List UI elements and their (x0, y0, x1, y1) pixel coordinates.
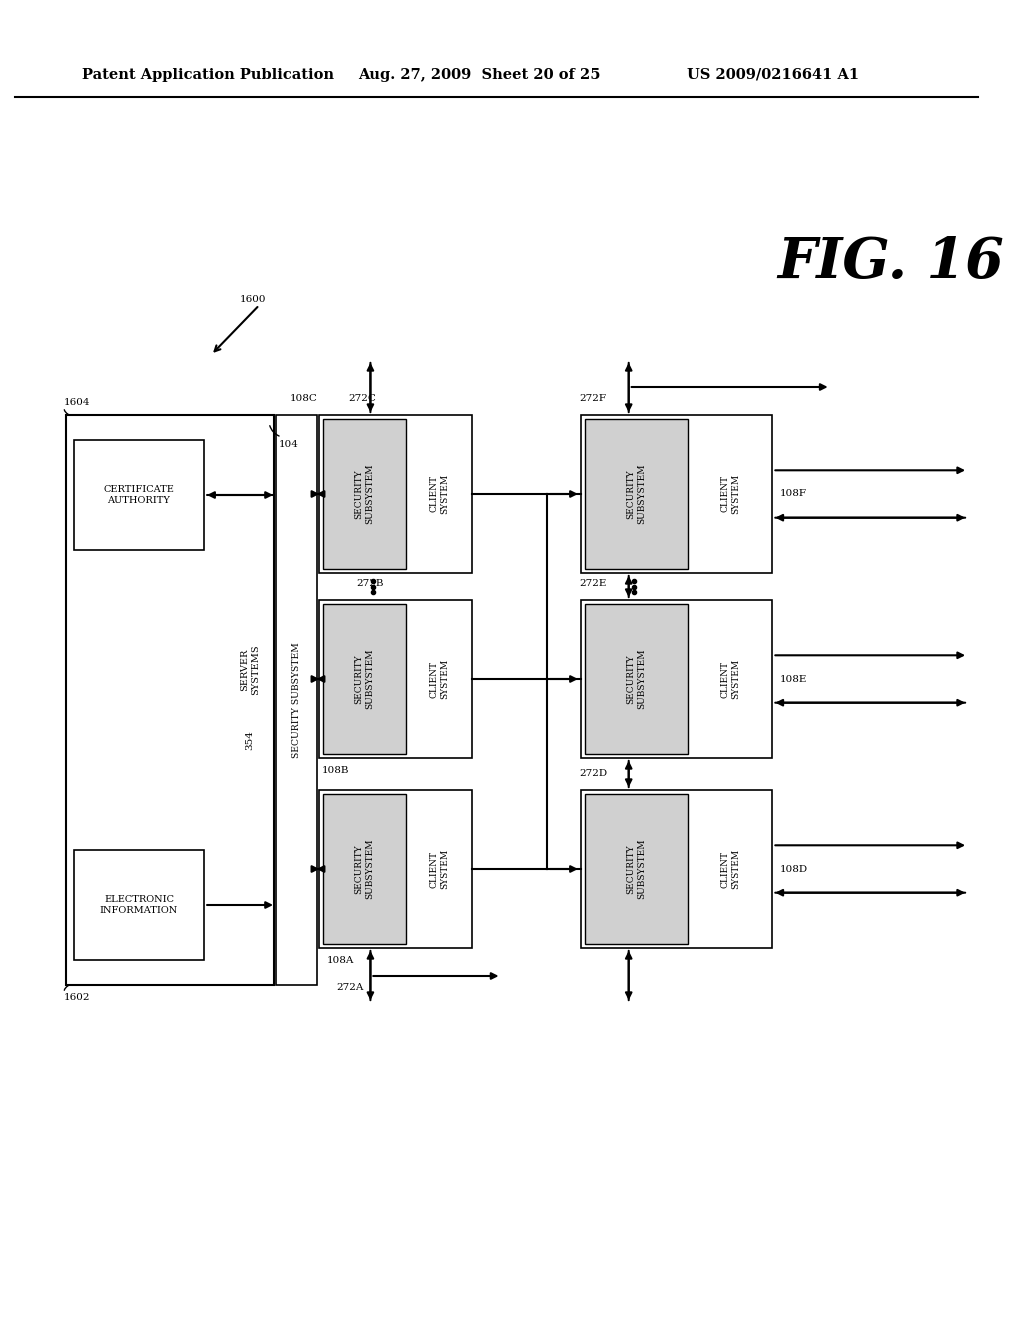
Text: SECURITY
SUBSYSTEM: SECURITY SUBSYSTEM (627, 463, 646, 524)
Bar (66, 414, 274, 985)
Text: SECURITY
SUBSYSTEM: SECURITY SUBSYSTEM (627, 648, 646, 709)
Text: CLIENT
SYSTEM: CLIENT SYSTEM (720, 659, 740, 700)
Text: Patent Application Publication: Patent Application Publication (82, 69, 334, 82)
Text: SECURITY
SUBSYSTEM: SECURITY SUBSYSTEM (354, 648, 375, 709)
Bar (74, 440, 204, 550)
Bar (275, 414, 316, 985)
Text: CLIENT
SYSTEM: CLIENT SYSTEM (429, 849, 450, 890)
Text: 108F: 108F (780, 490, 807, 499)
Bar (585, 795, 688, 944)
Text: CERTIFICATE
AUTHORITY: CERTIFICATE AUTHORITY (103, 484, 174, 506)
Text: CLIENT
SYSTEM: CLIENT SYSTEM (429, 474, 450, 513)
Bar (581, 601, 772, 758)
Text: 1604: 1604 (63, 399, 90, 407)
Text: SECURITY
SUBSYSTEM: SECURITY SUBSYSTEM (354, 838, 375, 899)
Text: SECURITY SUBSYSTEM: SECURITY SUBSYSTEM (292, 642, 301, 758)
Bar (74, 850, 204, 960)
Text: 272F: 272F (579, 393, 606, 403)
Text: CLIENT
SYSTEM: CLIENT SYSTEM (720, 474, 740, 513)
Text: Aug. 27, 2009  Sheet 20 of 25: Aug. 27, 2009 Sheet 20 of 25 (358, 69, 601, 82)
Text: 108B: 108B (322, 766, 349, 775)
Bar (324, 418, 406, 569)
Text: 108E: 108E (780, 675, 808, 684)
Text: 108C: 108C (290, 393, 317, 403)
Text: 1600: 1600 (240, 294, 266, 304)
Bar (319, 789, 472, 948)
Bar (324, 795, 406, 944)
Text: 272A: 272A (337, 983, 365, 993)
Text: 1602: 1602 (63, 993, 90, 1002)
Bar (585, 418, 688, 569)
Text: US 2009/0216641 A1: US 2009/0216641 A1 (687, 69, 859, 82)
Text: 104: 104 (279, 440, 299, 449)
Text: CLIENT
SYSTEM: CLIENT SYSTEM (720, 849, 740, 890)
Bar (324, 605, 406, 754)
Text: 108D: 108D (780, 865, 808, 874)
Bar (585, 605, 688, 754)
Text: FIG. 16: FIG. 16 (777, 235, 1004, 290)
Bar (581, 414, 772, 573)
Text: 272C: 272C (348, 393, 377, 403)
Bar (319, 414, 472, 573)
Text: ELECTRONIC
INFORMATION: ELECTRONIC INFORMATION (99, 895, 178, 915)
Text: 272D: 272D (579, 770, 607, 777)
Text: 354: 354 (245, 730, 254, 750)
Text: CLIENT
SYSTEM: CLIENT SYSTEM (429, 659, 450, 700)
Text: SERVER
SYSTEMS: SERVER SYSTEMS (240, 644, 260, 696)
Text: 272E: 272E (579, 579, 606, 587)
Text: SECURITY
SUBSYSTEM: SECURITY SUBSYSTEM (354, 463, 375, 524)
Text: 108A: 108A (327, 956, 354, 965)
Bar (581, 789, 772, 948)
Text: 272B: 272B (356, 579, 384, 587)
Text: SECURITY
SUBSYSTEM: SECURITY SUBSYSTEM (627, 838, 646, 899)
Bar (319, 601, 472, 758)
